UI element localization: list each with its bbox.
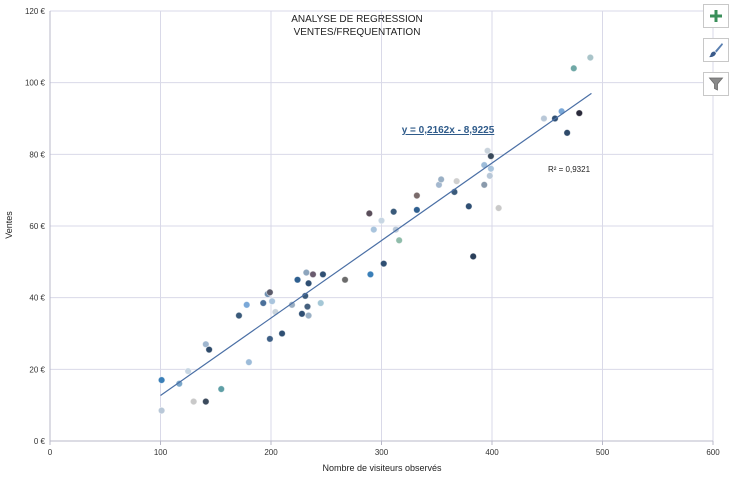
data-point [293,276,302,284]
data-point [341,276,349,284]
x-tick-label: 300 [375,448,389,457]
data-point [540,114,548,123]
data-point [202,340,210,348]
data-point [175,379,183,388]
data-point [157,376,166,384]
data-point [298,310,306,318]
chart-styles-button[interactable] [703,38,729,62]
data-point [413,191,421,200]
data-points [157,53,595,415]
chart-title-line-1: ANALYSE DE REGRESSION [291,14,423,25]
data-point [380,259,388,268]
data-point [469,252,477,261]
plus-icon [710,10,722,22]
data-point [370,225,378,234]
data-point [303,302,312,311]
data-point [184,367,192,375]
y-tick-label: 120 € [25,7,46,16]
y-tick-label: 20 € [29,365,45,374]
r-squared-label: R² = 0,9321 [548,165,591,174]
chart-filters-button[interactable] [703,72,729,96]
data-point [395,236,403,245]
data-point [245,358,253,366]
data-point [202,397,210,406]
data-point [570,64,578,73]
data-point [309,270,317,279]
data-point [266,335,274,343]
data-point [304,311,313,320]
y-tick-label: 60 € [29,222,45,231]
data-point [413,206,421,214]
x-tick-label: 100 [154,448,168,457]
data-point [288,301,296,309]
y-tick-label: 100 € [25,79,46,88]
data-point [205,345,213,354]
data-point [157,406,166,415]
y-tick-label: 40 € [29,294,45,303]
data-point [189,397,198,406]
axes: 0 100 200 300 400 500 600 0 € 20 € 40 € 60 € 80 € 10… [25,7,720,457]
data-point [366,270,375,279]
data-point [487,164,495,173]
data-point [480,181,488,189]
data-point [365,209,374,218]
data-point [483,147,492,155]
data-point [259,299,267,307]
x-tick-label: 400 [485,448,499,457]
data-point [278,329,286,338]
x-tick-label: 200 [264,448,278,457]
data-point [266,288,274,296]
data-point [389,207,398,216]
chart-title-line-2: VENTES/FREQUENTATION [294,27,421,38]
x-tick-label: 500 [596,448,610,457]
brush-icon [709,43,723,58]
data-point [575,109,583,117]
data-point [304,279,313,288]
data-point [377,216,386,225]
data-point [452,177,461,185]
data-point [268,297,276,305]
funnel-icon [708,77,724,91]
data-point [302,268,311,277]
data-point [217,385,225,393]
x-axis-title: Nombre de visiteurs observés [322,463,442,473]
x-tick-label: 600 [706,448,720,457]
x-tick-label: 0 [48,448,53,457]
trendline-layer [160,92,592,396]
y-tick-label: 0 € [34,437,46,446]
data-point [242,301,251,309]
gridlines [50,10,714,441]
data-point [586,53,595,62]
data-point [563,129,571,137]
data-point [319,270,327,279]
chart-elements-button[interactable] [703,4,729,28]
y-axis-title: Ventes [4,211,14,239]
data-point [317,299,325,307]
data-point [487,152,495,160]
data-point [465,202,473,210]
data-point [494,204,503,212]
trendline [160,92,592,396]
data-point [437,175,445,184]
data-point [235,311,243,320]
y-tick-label: 80 € [29,150,45,159]
trendline-equation: y = 0,2162x - 8,9225 [402,125,495,136]
data-point [486,172,494,180]
